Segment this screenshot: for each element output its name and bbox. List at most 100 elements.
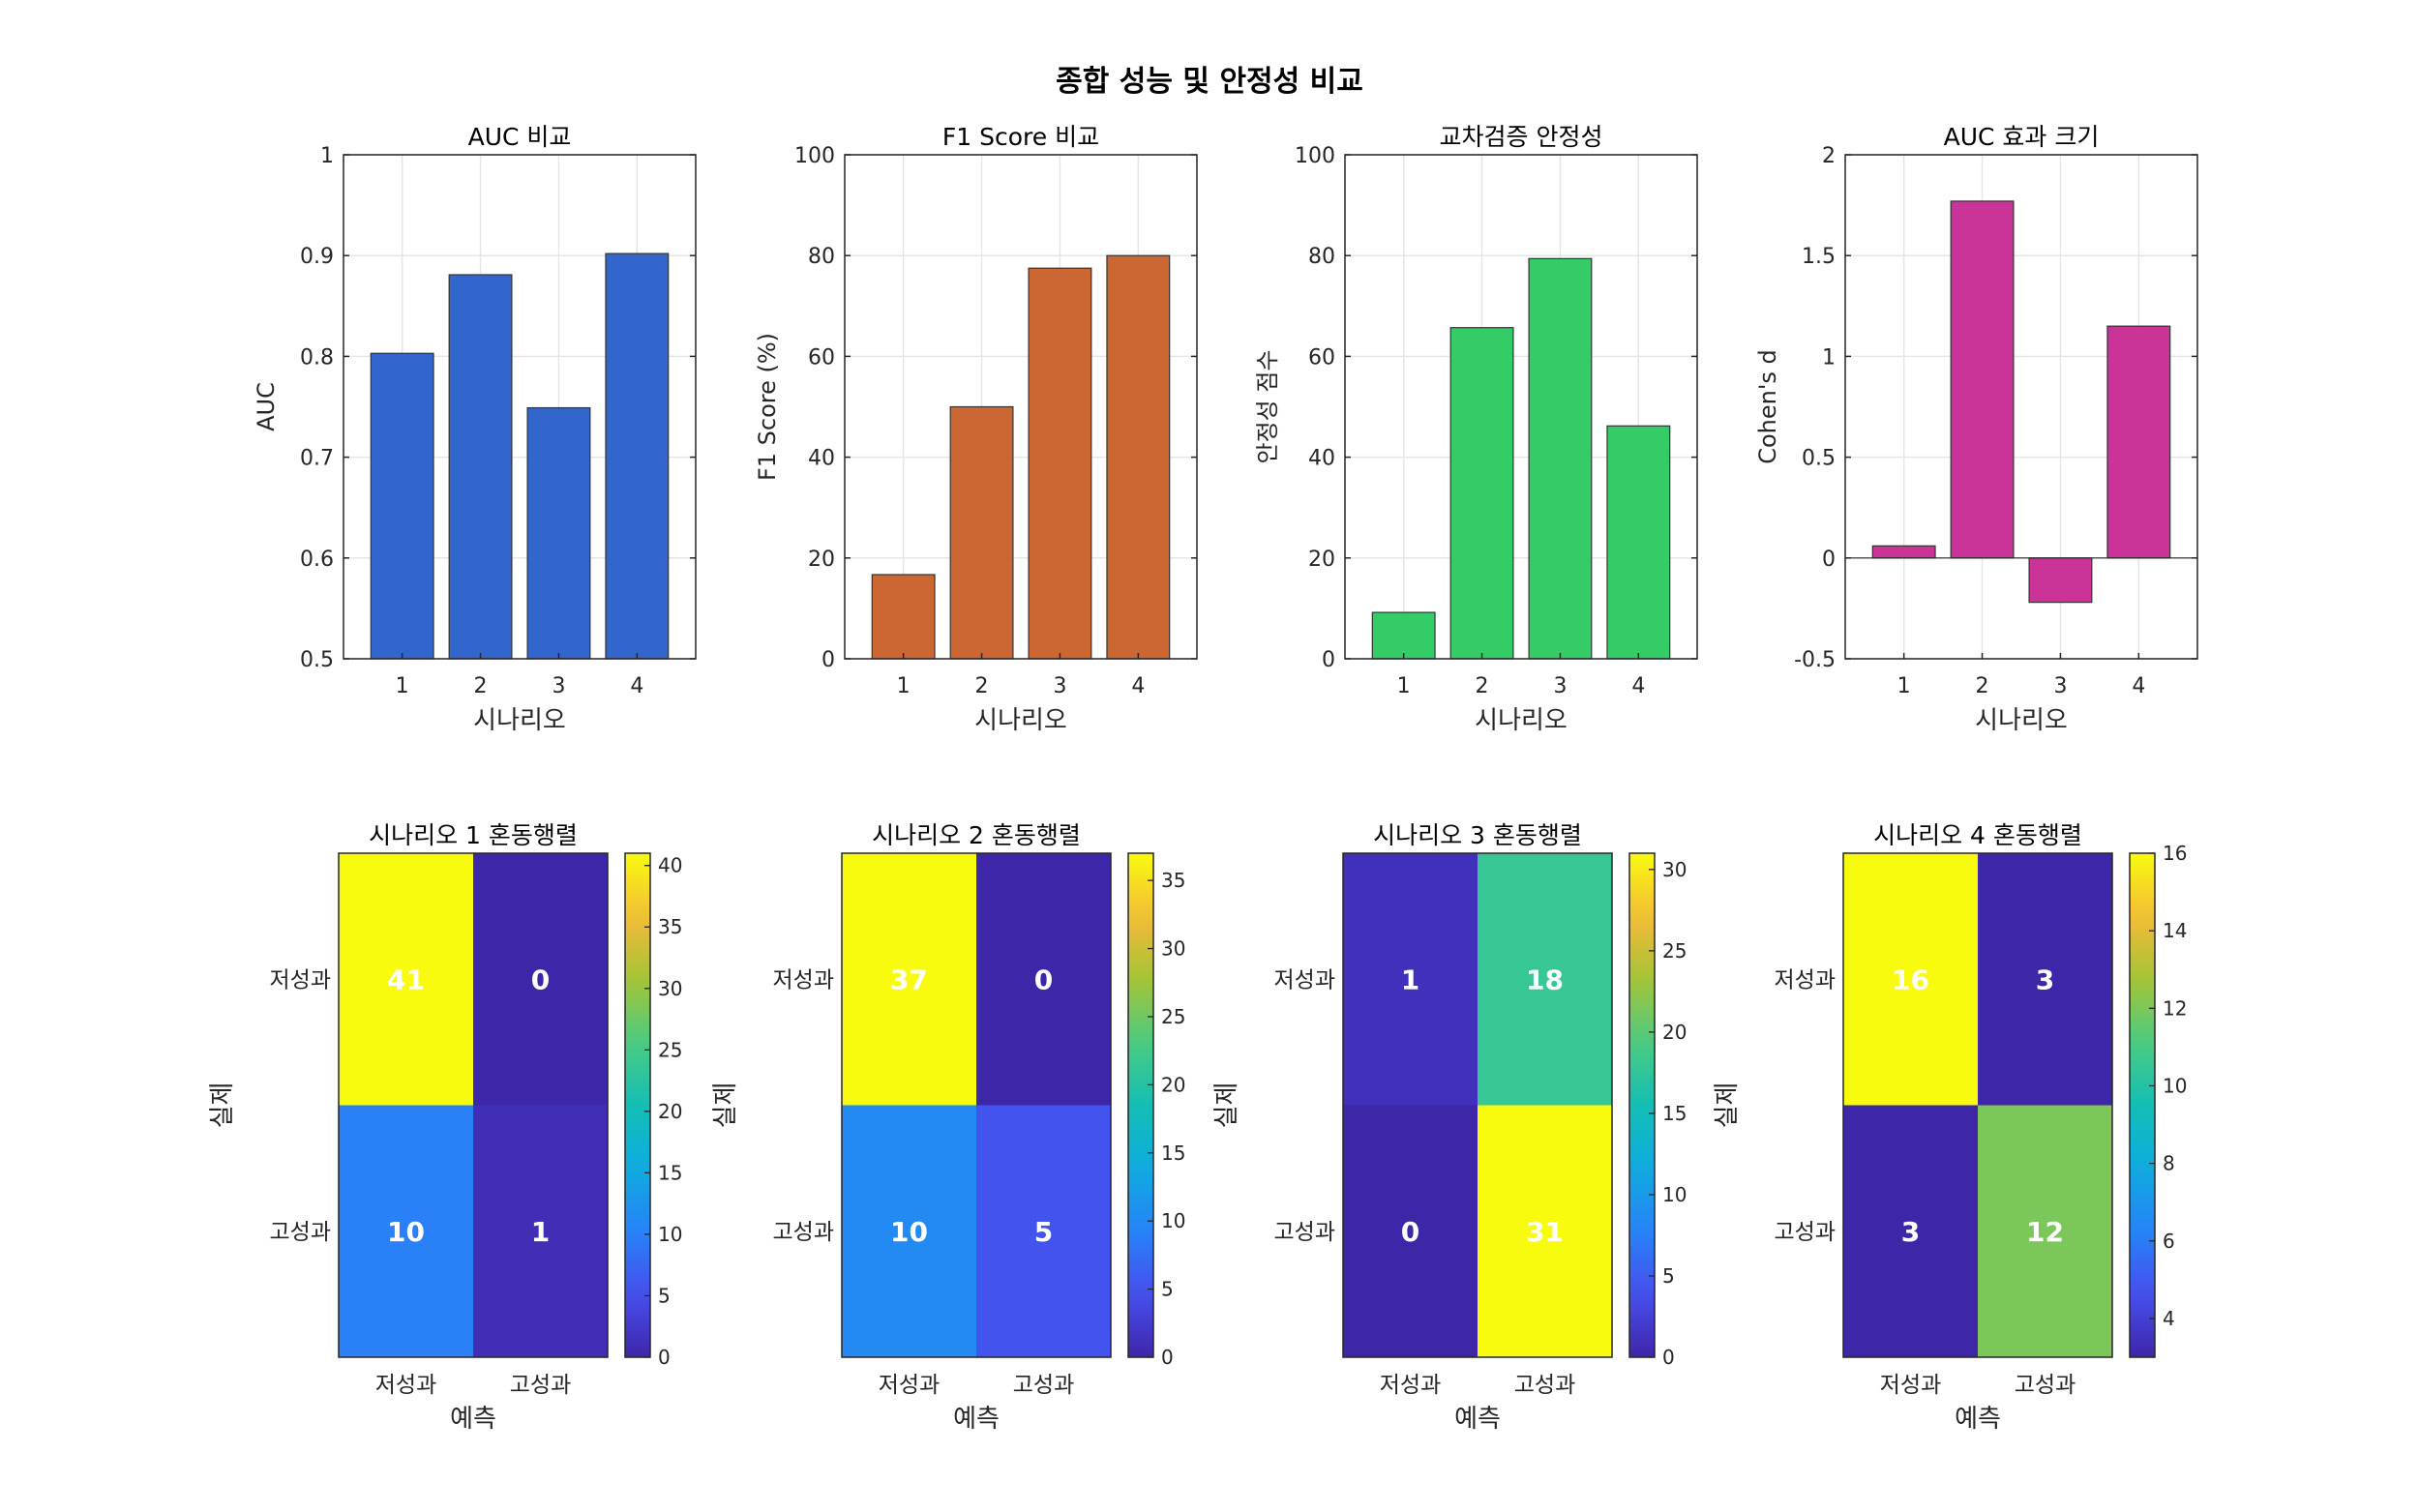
heatmap-cell — [339, 853, 473, 1106]
row-label: 고성과 — [270, 1220, 331, 1245]
y-tick-label: 80 — [1308, 245, 1335, 269]
column-label: 고성과 — [1514, 1373, 1575, 1398]
axes-frame — [1844, 154, 2198, 660]
colorbar-tick-label: 5 — [658, 1284, 671, 1307]
colorbar-tick-label: 10 — [1662, 1183, 1687, 1206]
x-tick-label: 2 — [975, 674, 989, 698]
y-tick-label: 80 — [808, 245, 835, 269]
colorbar-tick-label: 5 — [1662, 1264, 1675, 1288]
column-label: 저성과 — [375, 1373, 436, 1398]
heatmap-frame — [338, 852, 609, 1358]
bar-scenario-2 — [1449, 327, 1514, 660]
heatmap-cell — [976, 853, 1111, 1106]
heatmap-frame — [1342, 852, 1613, 1358]
heatmap-cell — [473, 1105, 608, 1357]
x-axis-label: 예측 — [1955, 1405, 2001, 1434]
x-tick-label: 1 — [1897, 674, 1911, 698]
colorbar-tick-label: 6 — [2163, 1230, 2175, 1253]
colorbar-tick-label: 0 — [1662, 1346, 1675, 1369]
colorbar-tick-label: 10 — [2163, 1074, 2187, 1097]
colorbar-tick-label: 30 — [1161, 937, 1185, 961]
colorbar-tick-label: 12 — [2163, 996, 2187, 1020]
cell-value-label: 1 — [1401, 964, 1419, 995]
bar-scenario-3 — [1028, 267, 1092, 660]
heatmap-cell — [1843, 1105, 1978, 1357]
y-tick-label: 1.5 — [1802, 245, 1836, 269]
heatmap-cell — [842, 1105, 976, 1357]
row-label: 저성과 — [1775, 967, 1836, 993]
column-label: 저성과 — [1380, 1373, 1441, 1398]
subplot-title: AUC 효과 크기 — [1944, 123, 2100, 151]
colorbar-tick-label: 35 — [658, 915, 682, 938]
colorbar-tick-label: 15 — [1662, 1102, 1687, 1125]
bar-scenario-4 — [1606, 425, 1671, 660]
x-tick-label: 2 — [474, 674, 488, 698]
y-axis-label: F1 Score (%) — [754, 333, 781, 481]
subplot-title: AUC 비교 — [468, 123, 572, 151]
cell-value-label: 3 — [2036, 964, 2054, 995]
colorbar-tick-label: 15 — [658, 1161, 682, 1184]
bar-scenario-1 — [1871, 545, 1936, 559]
cell-value-label: 10 — [387, 1216, 425, 1248]
colorbar-tick-label: 20 — [1662, 1021, 1687, 1044]
bar-scenario-4 — [1106, 254, 1171, 660]
y-tick-label: 100 — [794, 144, 835, 168]
colorbar-tick-label: 8 — [2163, 1152, 2175, 1175]
subplot-title: 시나리오 2 혼동행렬 — [872, 821, 1081, 849]
axes-frame — [343, 154, 697, 660]
colorbar-tick-label: 40 — [658, 854, 682, 877]
bar-scenario-4 — [2106, 325, 2171, 559]
y-tick-label: 0 — [1322, 648, 1335, 672]
cell-value-label: 5 — [1034, 1216, 1053, 1248]
y-tick-label: 60 — [808, 345, 835, 370]
colorbar-tick-label: 0 — [658, 1346, 671, 1369]
x-tick-label: 3 — [1053, 674, 1066, 698]
x-axis-label: 예측 — [1454, 1405, 1501, 1434]
cell-value-label: 0 — [1034, 964, 1053, 995]
x-axis-label: 시나리오 — [1475, 706, 1568, 735]
heatmap-cell — [1978, 853, 2112, 1106]
colorbar-tick-label: 15 — [1161, 1141, 1185, 1165]
cell-value-label: 1 — [531, 1216, 550, 1248]
cell-value-label: 12 — [2026, 1216, 2064, 1248]
x-tick-label: 1 — [396, 674, 409, 698]
colorbar-tick-label: 10 — [1161, 1209, 1185, 1232]
y-tick-label: 60 — [1308, 345, 1335, 370]
colorbar-tick-label: 14 — [2163, 919, 2187, 942]
heatmap-cell — [473, 853, 608, 1106]
colorbar-tick-label: 16 — [2163, 842, 2187, 865]
cell-value-label: 18 — [1526, 964, 1564, 995]
heatmap-cell — [1343, 1105, 1478, 1357]
colorbar-tick-label: 10 — [658, 1223, 682, 1246]
cell-value-label: 3 — [1901, 1216, 1920, 1248]
bar-scenario-3 — [526, 406, 591, 660]
subplot-title: 교차검증 안정성 — [1440, 123, 1603, 151]
y-tick-label: 0 — [1822, 548, 1836, 572]
y-tick-label: 20 — [1308, 548, 1335, 572]
bar-scenario-1 — [871, 574, 936, 660]
heatmap-cell — [1478, 1105, 1612, 1357]
x-tick-label: 1 — [1397, 674, 1411, 698]
column-label: 저성과 — [1880, 1373, 1941, 1398]
y-axis-label: 실제 — [208, 1082, 237, 1129]
heatmap-cell — [1978, 1105, 2112, 1357]
bar-scenario-4 — [605, 252, 670, 660]
y-tick-label: 40 — [1308, 447, 1335, 471]
colorbar-tick-label: 25 — [1161, 1005, 1185, 1028]
heatmap-cell — [976, 1105, 1111, 1357]
y-tick-label: -0.5 — [1794, 648, 1836, 672]
y-tick-label: 2 — [1822, 144, 1836, 168]
x-tick-label: 2 — [1976, 674, 1989, 698]
column-label: 고성과 — [1013, 1373, 1074, 1398]
heatmap-cell — [1843, 853, 1978, 1106]
x-tick-label: 3 — [1553, 674, 1567, 698]
colorbar — [1127, 852, 1154, 1358]
x-tick-label: 4 — [1131, 674, 1145, 698]
heatmap-cell — [1343, 853, 1478, 1106]
y-axis-label: AUC — [253, 382, 280, 431]
